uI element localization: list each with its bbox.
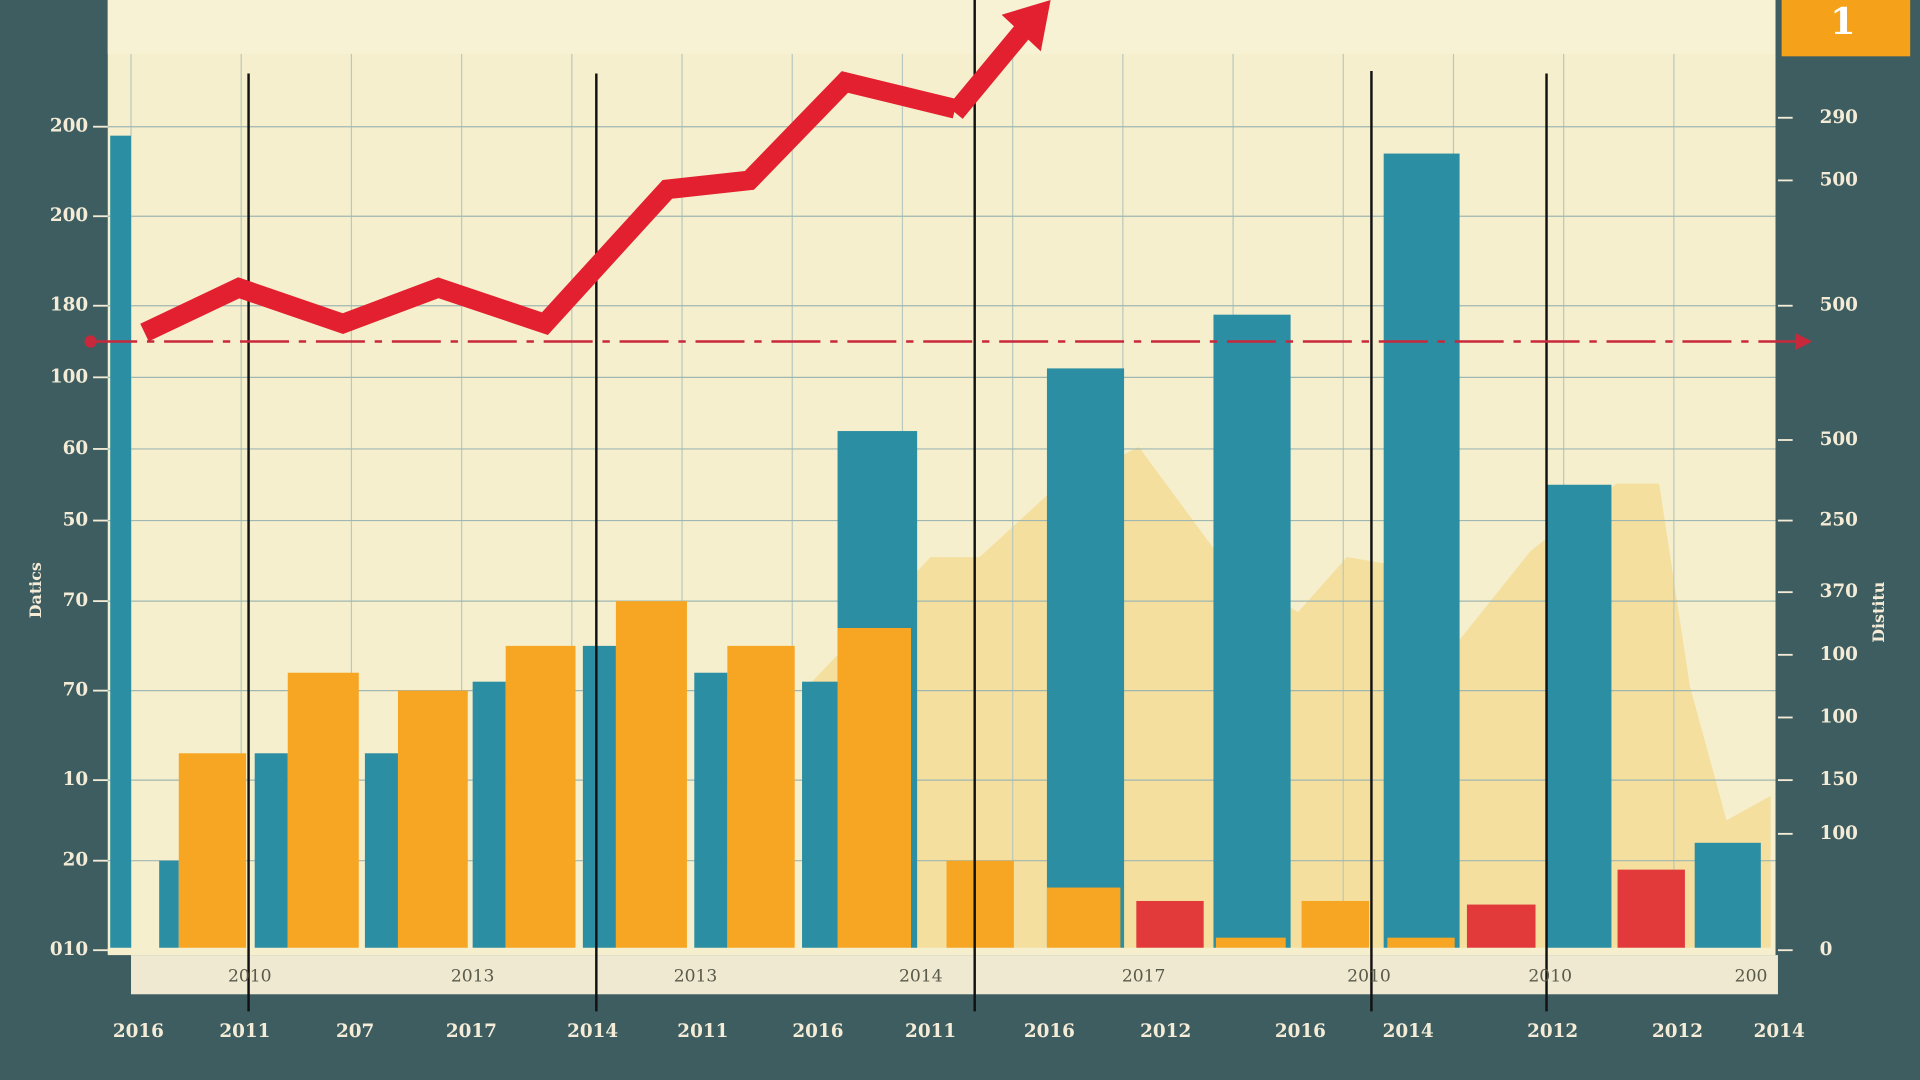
y2-tick-label: 290 — [1820, 107, 1858, 128]
y-tick-label: 200 — [50, 116, 88, 137]
y2-tick-label: 370 — [1820, 581, 1858, 602]
band-label: 2017 — [1122, 967, 1166, 987]
bar — [1136, 900, 1204, 951]
x-tick-label: 2017 — [446, 1021, 497, 1042]
bar — [505, 645, 576, 951]
bar — [1046, 368, 1125, 951]
bar — [1466, 904, 1536, 951]
band-label: 2010 — [1528, 967, 1572, 987]
bar — [1383, 153, 1460, 951]
bar — [837, 627, 912, 951]
reference-arrow — [1795, 332, 1813, 351]
bar — [727, 645, 795, 951]
bar — [254, 753, 288, 951]
bar — [1301, 900, 1369, 951]
arrow-head — [1001, 0, 1051, 52]
bar — [1617, 869, 1685, 951]
bar — [615, 601, 687, 951]
x-tick-label: 2012 — [1140, 1021, 1191, 1042]
bar — [1215, 937, 1286, 951]
y2-tick-label: 500 — [1820, 429, 1858, 450]
bar — [472, 681, 506, 951]
band-strip — [131, 955, 1778, 995]
header-band — [107, 0, 1776, 54]
bar — [1387, 937, 1455, 951]
y-tick-label: 200 — [50, 205, 88, 226]
y-tick-label: 70 — [63, 680, 89, 701]
bar — [178, 753, 247, 951]
x-tick-label: 2011 — [905, 1021, 956, 1042]
y2-tick-label: 150 — [1820, 769, 1858, 790]
y2-tick-label: 100 — [1820, 644, 1858, 665]
bar — [159, 860, 179, 951]
y-tick-label: 100 — [50, 366, 88, 387]
bar — [287, 672, 359, 951]
x-tick-label: 2011 — [677, 1021, 728, 1042]
band-label: 2013 — [451, 967, 495, 987]
x-tick-label: 2014 — [1383, 1021, 1434, 1042]
y2-tick-label: 0 — [1820, 939, 1833, 960]
right-panel — [1781, 63, 1911, 1080]
badge-label: 1 — [1830, 0, 1856, 43]
dividers — [247, 0, 1548, 1012]
bar — [946, 860, 1014, 951]
bar — [1046, 887, 1121, 951]
y-tick-label: 010 — [50, 939, 88, 960]
band-label: 200 — [1735, 967, 1768, 987]
y-tick-label: 70 — [63, 590, 89, 611]
y2-tick-label: 100 — [1820, 823, 1858, 844]
band-label: 2010 — [228, 967, 272, 987]
y-tick-label: 50 — [63, 510, 89, 531]
y-axis-label: Datics — [26, 562, 45, 618]
bar — [582, 645, 616, 951]
x-tick-label: 2014 — [1754, 1021, 1805, 1042]
bar — [110, 135, 132, 951]
x-tick-label: 2012 — [1527, 1021, 1578, 1042]
bar — [1213, 314, 1291, 951]
x-tick-label: 2014 — [567, 1021, 618, 1042]
bar — [694, 672, 728, 951]
trend-line — [140, 71, 958, 342]
y2-tick-label: 250 — [1820, 510, 1858, 531]
y-tick-label: 20 — [63, 850, 89, 871]
x-tick-label: 2016 — [792, 1021, 843, 1042]
bars — [110, 135, 1761, 951]
x-tick-label: 2016 — [1275, 1021, 1326, 1042]
band-label: 2013 — [674, 967, 718, 987]
x-tick-label: 207 — [336, 1021, 374, 1042]
bar — [1694, 842, 1761, 951]
reference-start — [84, 335, 97, 348]
x-tick-label: 2011 — [219, 1021, 270, 1042]
band-label: 2010 — [1347, 967, 1391, 987]
bar — [1546, 484, 1612, 951]
overlay: 200 200 180 100 60 50 70 70 10 20 010 290 500 500 500 2… — [50, 71, 1858, 1042]
bar — [397, 690, 468, 951]
y2-tick-label: 100 — [1820, 706, 1858, 727]
y2-axis-label: Distitu — [1869, 581, 1888, 643]
x-tick-label: 2016 — [113, 1021, 164, 1042]
bar — [802, 681, 838, 951]
y2-tick-label: 500 — [1820, 295, 1858, 316]
y2-tick-label: 500 — [1820, 169, 1858, 190]
y-tick-label: 180 — [50, 295, 88, 316]
badge — [1781, 0, 1911, 57]
bar — [364, 753, 398, 951]
band-label: 2014 — [899, 967, 943, 987]
x-tick-label: 2016 — [1024, 1021, 1075, 1042]
trend-arrow — [947, 20, 1034, 119]
x-tick-label: 2012 — [1652, 1021, 1703, 1042]
y-tick-label: 10 — [63, 769, 89, 790]
y-tick-label: 60 — [63, 438, 89, 459]
